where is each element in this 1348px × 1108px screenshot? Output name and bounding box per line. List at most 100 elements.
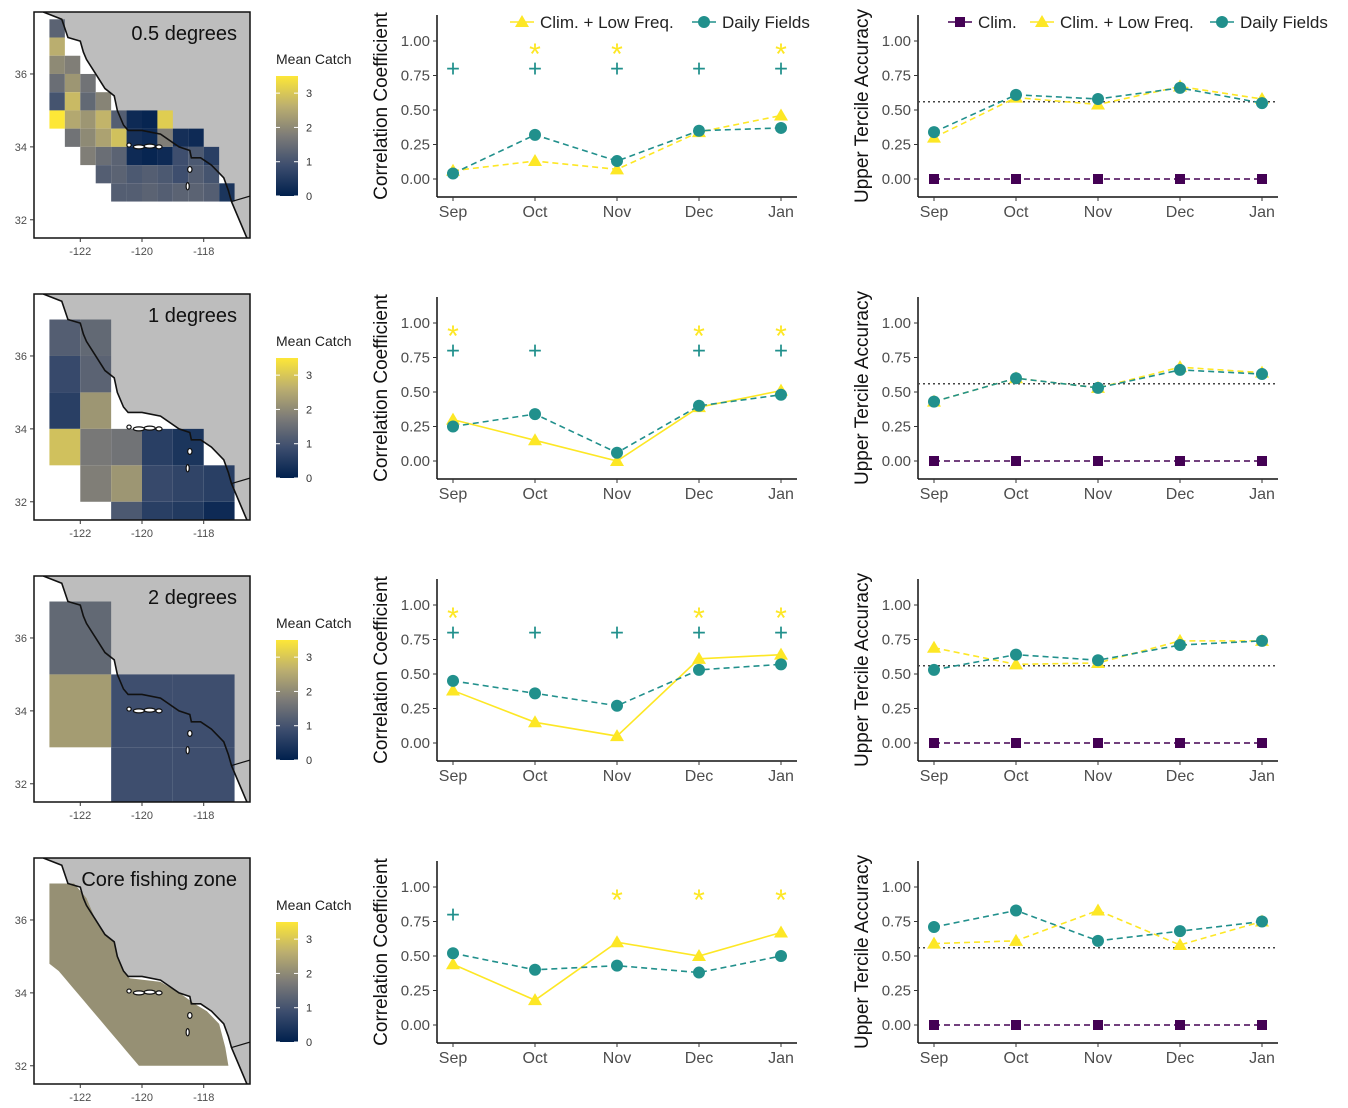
marker-square [1175,738,1185,748]
y-tick-label: 0.50 [882,666,911,683]
map-island [187,1011,193,1019]
map-island [126,988,132,994]
map-cell [172,146,189,166]
x-tick-label: Oct [523,1050,548,1067]
marker-circle [1256,634,1268,647]
marker-triangle [610,162,624,175]
x-tick-label: Nov [603,204,631,221]
y-tick-label: 0.50 [401,948,430,965]
colorbar-tick-label: 3 [306,934,312,946]
map-cell [157,165,173,184]
marker-square [1093,174,1103,184]
map-cell [172,501,204,520]
marker-triangle [1009,657,1023,670]
marker-triangle [1091,903,1105,916]
x-tick-label: Dec [685,768,713,785]
map-cell [64,55,81,74]
significance-plus: + [692,56,706,83]
significance-plus: + [610,620,624,647]
x-tick-label: Sep [920,768,949,785]
map-island [143,989,156,995]
marker-triangle [446,683,460,696]
y-tick-label: 0.25 [882,701,911,718]
marker-circle [447,674,459,687]
x-tick-label: Sep [439,486,468,503]
marker-square [1093,456,1103,466]
significance-plus: + [528,338,542,365]
map-cell [111,747,173,802]
marker-circle [611,446,623,459]
y-tick-label: 1.00 [882,879,911,896]
colorbar-title: Mean Catch [276,615,351,631]
x-tick-label: Oct [523,204,548,221]
y-tick-label: 0.75 [401,350,430,367]
colorbar-tick-label: 3 [306,88,312,100]
map-cell [126,183,142,202]
x-tick-label: Jan [768,1050,794,1067]
significance-star: * [447,602,459,635]
legend-label: Clim. + Low Freq. [1060,13,1194,32]
map-inner [42,576,250,802]
line-panel-7: 0.00 0.25 0.50 0.75 1.00 Sep Oct Nov Dec Jan Upper… [852,855,1278,1067]
significance-plus: + [446,56,460,83]
marker-triangle [528,154,542,167]
significance-star: * [611,884,623,917]
marker-square [955,17,965,27]
marker-circle [447,420,459,433]
y-tick-label: 0.25 [401,137,430,154]
map-border-line [231,195,250,203]
y-tick-label: 0.25 [401,419,430,436]
map-island [185,181,190,191]
y-tick-label: 1.00 [401,879,430,896]
map-y-tick-label: 32 [15,215,27,227]
map-coastline [42,858,248,1084]
map-coastline [42,12,248,238]
significance-star: * [693,884,705,917]
marker-circle [693,124,705,137]
x-tick-label: Jan [1249,768,1275,785]
x-tick-label: Jan [768,204,794,221]
marker-circle [529,687,541,700]
marker-triangle [1173,937,1187,950]
map-island [187,165,193,173]
map-x-tick-label: -120 [131,528,153,540]
x-tick-label: Sep [439,1050,468,1067]
map-zone [49,883,229,1066]
map-inner [42,858,250,1084]
map-y-tick-label: 34 [15,988,27,1000]
map-cell [80,355,112,393]
marker-circle [447,167,459,180]
marker-circle [1092,654,1104,667]
marker-circle [928,126,940,139]
x-tick-label: Jan [1249,486,1275,503]
x-tick-label: Sep [920,204,949,221]
significance-star: * [611,38,623,71]
y-tick-label: 1.00 [882,33,911,50]
map-cell [142,165,158,184]
colorbar-title: Mean Catch [276,333,351,349]
map-y-tick-label: 34 [15,424,27,436]
colorbar-tick-label: 2 [306,968,312,980]
marker-triangle [1035,15,1049,27]
map-panel-1: -122 -120 -118 32 34 36 1 degrees Mean Catch 0 1 2… [15,293,351,540]
marker-circle [1010,648,1022,661]
colorbar [276,922,298,1042]
marker-triangle [528,993,542,1006]
x-tick-label: Jan [768,768,794,785]
map-border-line [231,1041,250,1049]
map-island [132,426,146,432]
y-tick-label: 0.50 [882,384,911,401]
marker-square [1175,1020,1185,1030]
map-cell [80,428,112,466]
marker-triangle [446,412,460,425]
map-island [132,144,146,150]
significance-plus: + [446,620,460,647]
y-tick-label: 0.75 [401,914,430,931]
map-cell [157,146,173,166]
map-cell [49,55,65,74]
colorbar-tick-label: 2 [306,404,312,416]
map-cell [49,37,65,56]
legend-label: Clim. + Low Freq. [540,13,674,32]
